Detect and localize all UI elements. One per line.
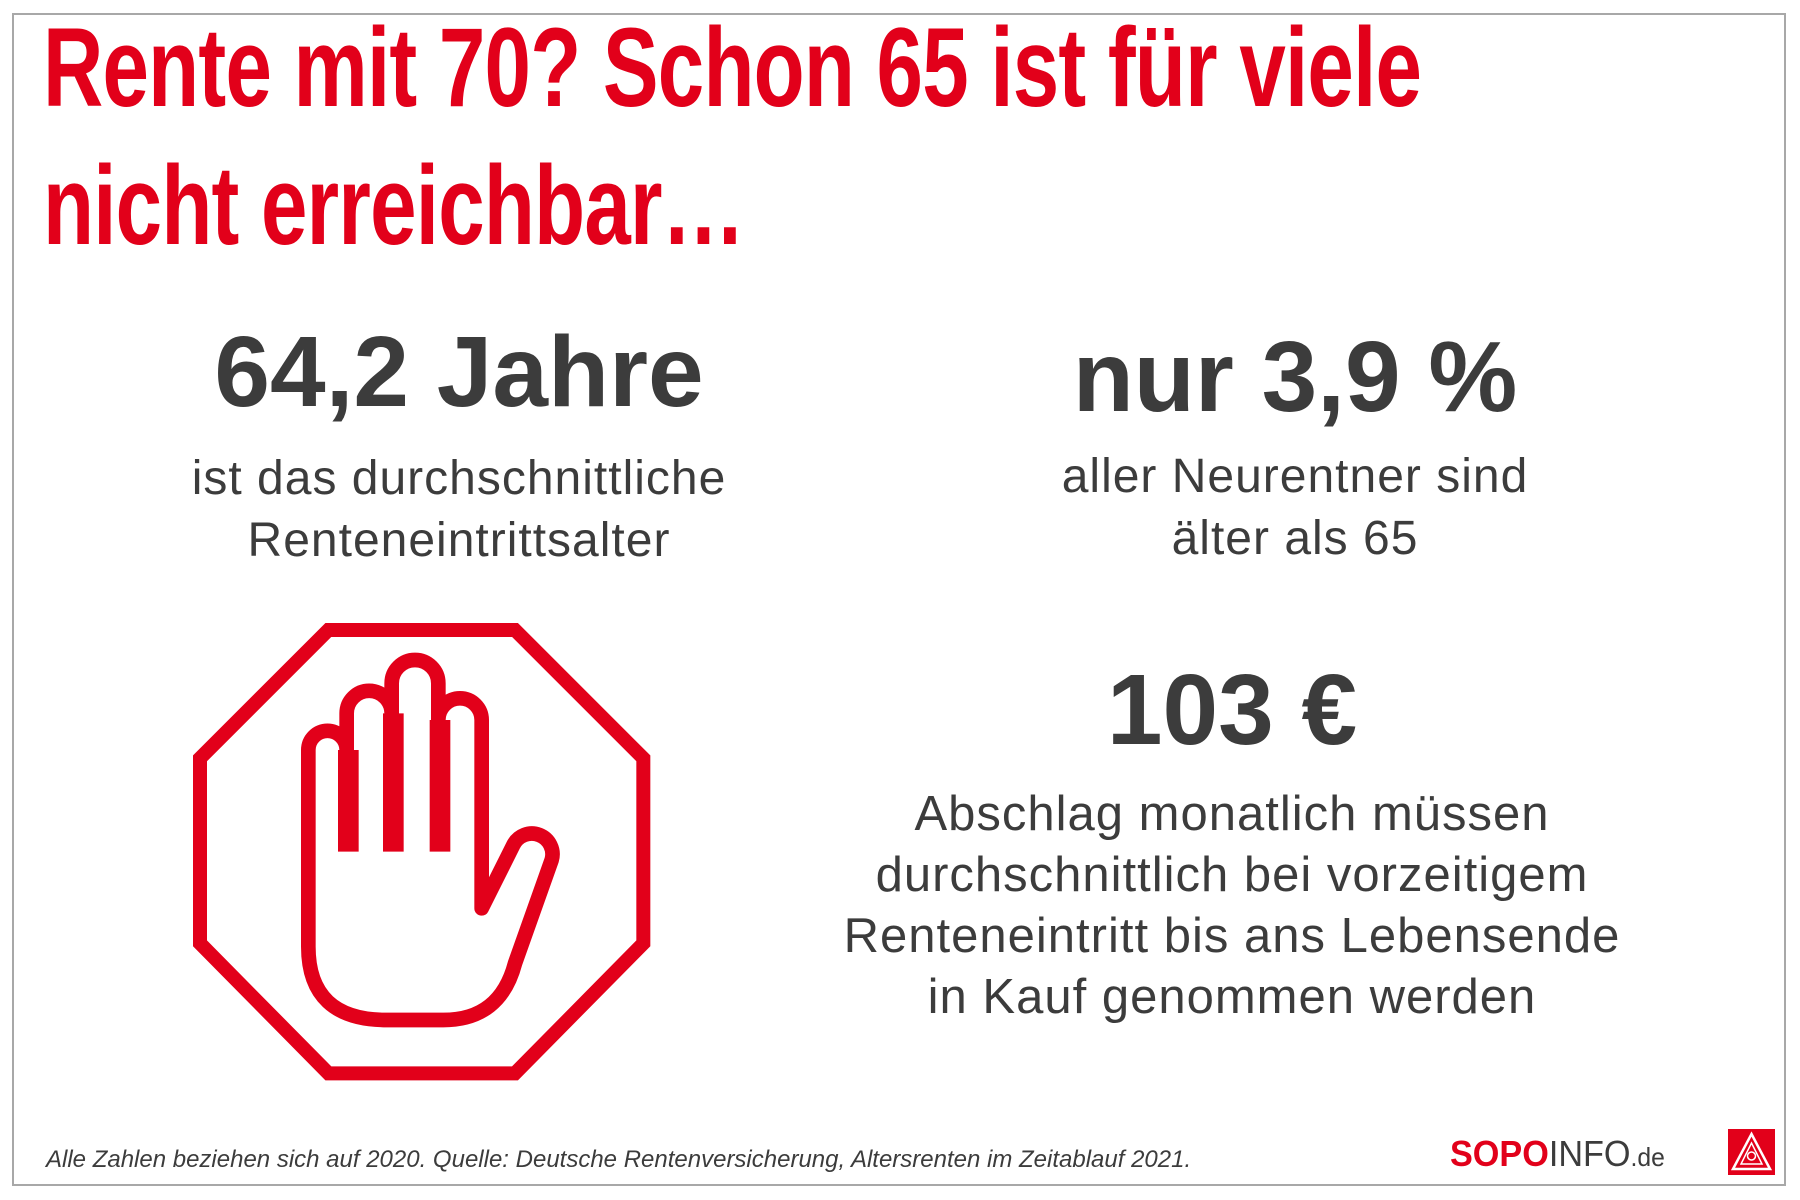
stat-share-line-2: älter als 65 — [1171, 512, 1419, 565]
stat-share-value: nur 3,9 % — [1072, 321, 1518, 433]
infographic-frame — [12, 13, 1786, 1186]
stat-deduction-line: durchschnittlich bei vorzeitigem — [875, 848, 1589, 902]
stat-age-line-2: Renteneintrittsalter — [247, 514, 671, 567]
headline-line-2: nicht erreichbar… — [43, 143, 745, 268]
stat-share-line-1: aller Neurentner sind — [1061, 450, 1529, 503]
stat-share-description: aller Neurentner sind älter als 65 — [1062, 446, 1529, 570]
ig-metall-logo-icon — [1728, 1129, 1775, 1175]
finger-separators — [338, 713, 451, 852]
headline-line-1: Rente mit 70? Schon 65 ist für viele — [43, 5, 1422, 130]
stop-octagon — [193, 623, 651, 1081]
stop-hand-icon — [193, 623, 651, 1081]
stat-deduction-value: 103 € — [1106, 654, 1358, 766]
stat-age-line-1: ist das durchschnittliche — [191, 452, 727, 505]
sopoinfo-brand[interactable]: SOPOINFO.de — [1450, 1134, 1665, 1177]
stat-deduction-line: in Kauf genommen werden — [927, 970, 1537, 1024]
stat-deduction-description: Abschlag monatlich müssen durchschnittli… — [844, 784, 1621, 1028]
hand-outline — [301, 652, 560, 1028]
stat-deduction-line: Abschlag monatlich müssen — [914, 787, 1550, 841]
stat-age-value: 64,2 Jahre — [214, 316, 704, 428]
stat-deduction-line: Renteneintritt bis ans Lebensende — [843, 909, 1621, 963]
brand-part-de: .de — [1630, 1142, 1665, 1172]
brand-part-sopo: SOPO — [1450, 1133, 1549, 1174]
stat-age-description: ist das durchschnittliche Renteneintritt… — [192, 448, 727, 572]
source-note: Alle Zahlen beziehen sich auf 2020. Quel… — [46, 1146, 1192, 1173]
brand-part-info: INFO — [1548, 1133, 1631, 1174]
